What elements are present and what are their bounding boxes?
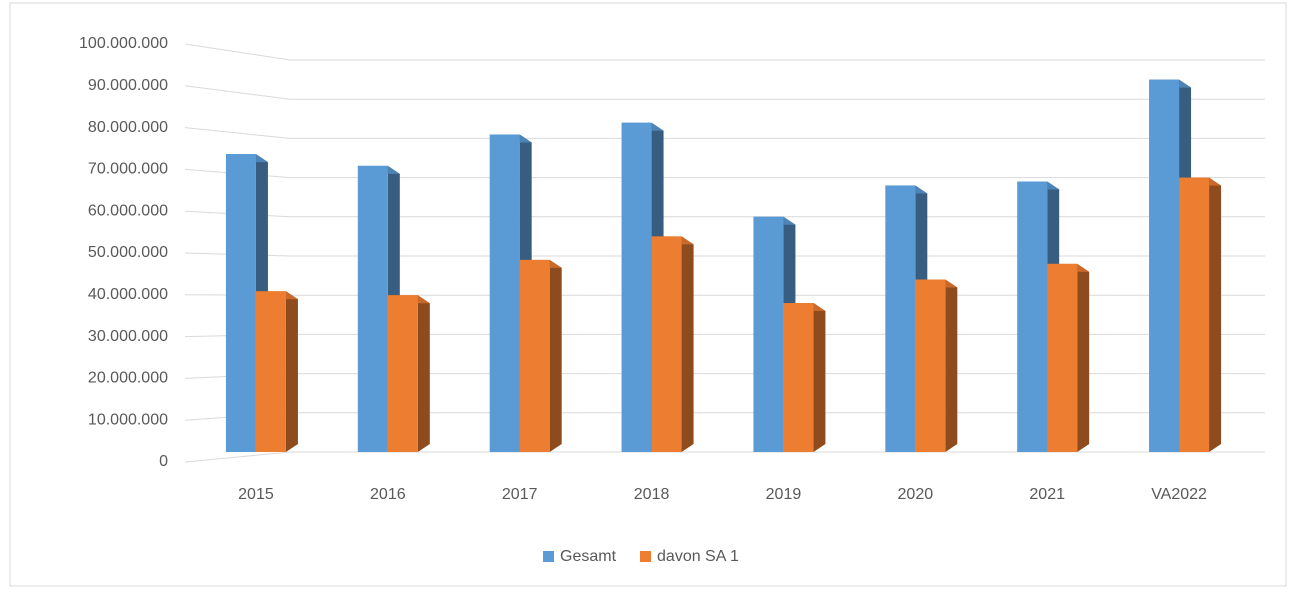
x-tick-label: 2016 — [370, 486, 406, 503]
bar — [885, 185, 916, 452]
legend-label: Gesamt — [560, 548, 617, 565]
bar-side — [285, 291, 298, 452]
y-tick-label: 20.000.000 — [88, 370, 168, 387]
bar — [1179, 177, 1210, 452]
y-tick-label: 90.000.000 — [88, 77, 168, 94]
bar — [225, 154, 256, 452]
bar — [783, 303, 814, 452]
x-tick-label: 2017 — [502, 486, 538, 503]
y-tick-label: 30.000.000 — [88, 328, 168, 345]
grid-line — [184, 210, 1265, 218]
x-tick-label: 2021 — [1029, 486, 1065, 503]
bar-side — [549, 259, 562, 452]
grid-line — [184, 168, 1265, 179]
bar — [915, 279, 946, 452]
legend-swatch — [640, 551, 652, 562]
x-tick-label: VA2022 — [1151, 486, 1207, 503]
bar-side — [417, 295, 430, 452]
bar — [651, 236, 682, 452]
grid-line — [184, 43, 1265, 61]
y-tick-label: 50.000.000 — [88, 244, 168, 261]
y-tick-label: 100.000.000 — [79, 35, 168, 52]
x-tick-label: 2018 — [634, 486, 670, 503]
bar-side — [813, 303, 826, 452]
bar — [753, 216, 784, 452]
x-tick-label: 2019 — [766, 486, 802, 503]
bar — [387, 295, 418, 452]
bar — [357, 165, 388, 452]
legend-swatch — [543, 551, 554, 562]
y-tick-label: 70.000.000 — [88, 161, 168, 178]
bar — [1149, 79, 1180, 452]
bar-side — [1209, 177, 1222, 452]
bar — [255, 291, 286, 452]
bar-side — [945, 279, 958, 452]
y-tick-label: 10.000.000 — [88, 411, 168, 428]
y-tick-label: 60.000.000 — [88, 202, 168, 219]
bar-side — [681, 236, 694, 452]
bar — [1047, 263, 1078, 452]
grid-line — [184, 85, 1265, 100]
legend-label: davon SA 1 — [657, 548, 739, 565]
bar — [1017, 181, 1048, 452]
bar — [519, 259, 550, 452]
y-tick-label: 40.000.000 — [88, 286, 168, 303]
y-tick-label: 80.000.000 — [88, 119, 168, 136]
y-tick-label: 0 — [159, 453, 168, 470]
bar-side — [1077, 263, 1090, 452]
grid-line — [184, 252, 1265, 257]
grid-line — [184, 127, 1265, 139]
bar — [621, 122, 652, 452]
x-tick-label: 2015 — [238, 486, 274, 503]
bar — [489, 134, 520, 453]
x-tick-label: 2020 — [898, 486, 934, 503]
